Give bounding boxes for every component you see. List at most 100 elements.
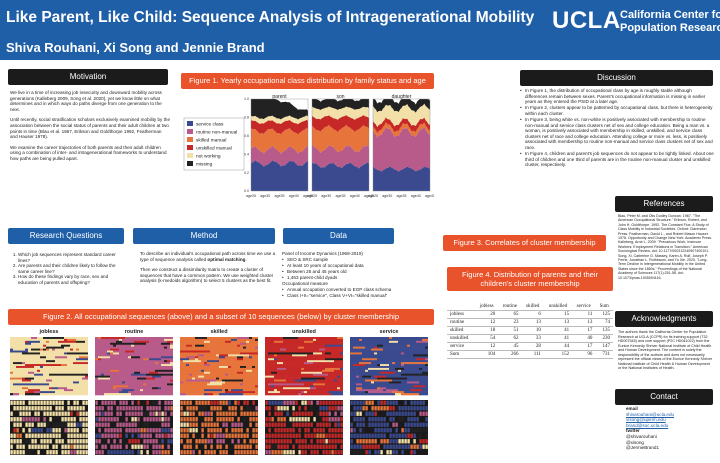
fig1-area-2 xyxy=(251,127,308,154)
data-point: 1,463 parent-child dyads xyxy=(282,275,400,281)
fig1-area-2 xyxy=(312,124,369,153)
table-header-cell: service xyxy=(572,303,596,311)
discussion-heading: Discussion xyxy=(520,70,713,86)
fig1-xtick: age25 xyxy=(307,194,317,198)
table-cell: unskilled xyxy=(447,334,476,343)
research-questions-text: Which job sequences represent standard c… xyxy=(10,252,124,286)
table-cell: 104 xyxy=(475,350,499,359)
table-cell: 41 xyxy=(543,326,573,335)
table-cell: 17 xyxy=(572,326,596,335)
fig1-xtick: age25 xyxy=(246,194,256,198)
legend-swatch xyxy=(187,145,193,150)
table-cell: 41 xyxy=(543,334,573,343)
fig1-panel-label: son xyxy=(336,94,344,100)
method-text: To describe an individual's occupational… xyxy=(140,251,276,284)
table-cell: 12 xyxy=(475,318,499,327)
fig1-xtick: age35 xyxy=(336,194,346,198)
research-question: Are parents and their children likely to… xyxy=(18,263,124,274)
contact-heading: Contact xyxy=(615,389,713,405)
fig1-area-0 xyxy=(251,159,308,191)
table-cell: 17 xyxy=(572,342,596,351)
fig1-area-2 xyxy=(373,122,430,138)
table-cell: 6 xyxy=(521,310,544,319)
fig1-xtick: age35 xyxy=(397,194,407,198)
fig1-panel-label: parent xyxy=(272,94,287,100)
table-cell: 40 xyxy=(572,334,596,343)
table-cell: 23 xyxy=(498,318,522,327)
fig1-area-5 xyxy=(251,99,308,120)
table-cell: skilled xyxy=(447,326,476,335)
email-link[interactable]: xisong@upenn.edu xyxy=(626,417,666,423)
fig1-ytick: 0.6 xyxy=(244,134,249,138)
table-header-cell xyxy=(447,303,476,311)
research-question: How do these findings vary by race, sex … xyxy=(18,274,124,285)
table-cell: 62 xyxy=(498,334,522,343)
table-cell: 11 xyxy=(572,310,596,319)
email-link[interactable]: brand@soc.ucla.edu xyxy=(626,422,669,428)
table-cell: Sum xyxy=(447,350,476,359)
table-row: service 12 45 28 44 17 147 xyxy=(447,342,613,351)
table-cell: 111 xyxy=(521,350,544,359)
research-questions-heading: Research Questions xyxy=(8,228,124,244)
table-cell: 44 xyxy=(543,342,573,351)
fig2-sequence-plot xyxy=(180,337,258,455)
table-cell: 13 xyxy=(572,318,596,327)
references-heading: References xyxy=(615,196,713,212)
email-link[interactable]: shivarouhani@ucla.edu xyxy=(626,411,675,417)
fig1-area-1 xyxy=(312,144,369,169)
fig1-area-0 xyxy=(312,162,369,191)
fig4-heading: Figure 4. Distribution of parents and th… xyxy=(447,267,613,291)
table-header-cell: unskilled xyxy=(543,303,573,311)
table-cell: 230 xyxy=(595,334,613,343)
fig1-area-0 xyxy=(373,166,430,191)
table-header-cell: Sum xyxy=(595,303,613,311)
logo-ucla: UCLA xyxy=(552,7,621,34)
legend-label: skilled manual xyxy=(196,138,226,144)
data-text: Panel of Income Dynamics (1968-2019) SEO… xyxy=(282,251,400,299)
method-heading: Method xyxy=(133,228,275,244)
table-cell: 731 xyxy=(595,350,613,359)
fig1-area-4 xyxy=(373,103,430,128)
fig1-area-3 xyxy=(312,114,369,133)
table-cell: 54 xyxy=(475,334,499,343)
table-cell: 147 xyxy=(595,342,613,351)
fig1-xtick: age45 xyxy=(425,194,434,198)
legend-label: service class xyxy=(196,122,224,128)
fig1-xtick: age35 xyxy=(275,194,285,198)
contact-block: email shivarouhani@ucla.edu xisong@upenn.… xyxy=(626,406,716,451)
table-cell: 18 xyxy=(475,326,499,335)
legend-label: not working xyxy=(196,154,221,160)
fig1-ytick: 0.2 xyxy=(244,171,249,175)
fig1-heading: Figure 1. Yearly occupational class dist… xyxy=(181,73,434,89)
table-cell: 266 xyxy=(498,350,522,359)
data-point: At least 10 years of occupational data xyxy=(282,263,400,269)
fig1-panel-label: daughter xyxy=(392,94,412,100)
table-row: unskilled 54 62 33 41 40 230 xyxy=(447,334,613,343)
references-text: Blau, Peter M. and Otis Dudley Duncan. 1… xyxy=(618,214,713,280)
fig1-chart: service class routine non-manual skilled m… xyxy=(183,94,434,198)
fig3-heading: Figure 3. Correlates of cluster membersh… xyxy=(443,235,606,251)
table-cell: routine xyxy=(447,318,476,327)
discussion-point: In Figure 1, the distribution of occupat… xyxy=(520,88,715,105)
twitter-handle: @shivarouhani xyxy=(626,433,657,439)
fig1-xtick: age40 xyxy=(411,194,421,198)
table-cell: service xyxy=(447,342,476,351)
table-cell: 12 xyxy=(475,342,499,351)
fig1-xtick: age30 xyxy=(382,194,392,198)
data-point: Between 25 and 45 years old xyxy=(282,269,400,275)
poster-title: Like Parent, Like Child: Sequence Analys… xyxy=(6,9,535,26)
occupation-point: Annual occupation converted to EGP class… xyxy=(282,287,400,293)
table-header-cell: skilled xyxy=(521,303,544,311)
table-cell: 13 xyxy=(521,318,544,327)
acknowledgments-heading: Acknowledgments xyxy=(615,311,713,327)
legend-swatch xyxy=(187,137,193,142)
acknowledgments-text: The authors thank the California Center … xyxy=(618,330,713,370)
fig1-xtick: age45 xyxy=(303,194,313,198)
legend-label: routine non-manual xyxy=(196,130,237,136)
table-cell: 10 xyxy=(521,326,544,335)
fig1-area-1 xyxy=(251,145,308,167)
poster-body: Motivation We live in a time of increasi… xyxy=(0,60,720,463)
table-cell: 15 xyxy=(543,310,573,319)
fig1-xtick: age30 xyxy=(260,194,270,198)
fig1-ytick: 0.0 xyxy=(244,189,249,193)
